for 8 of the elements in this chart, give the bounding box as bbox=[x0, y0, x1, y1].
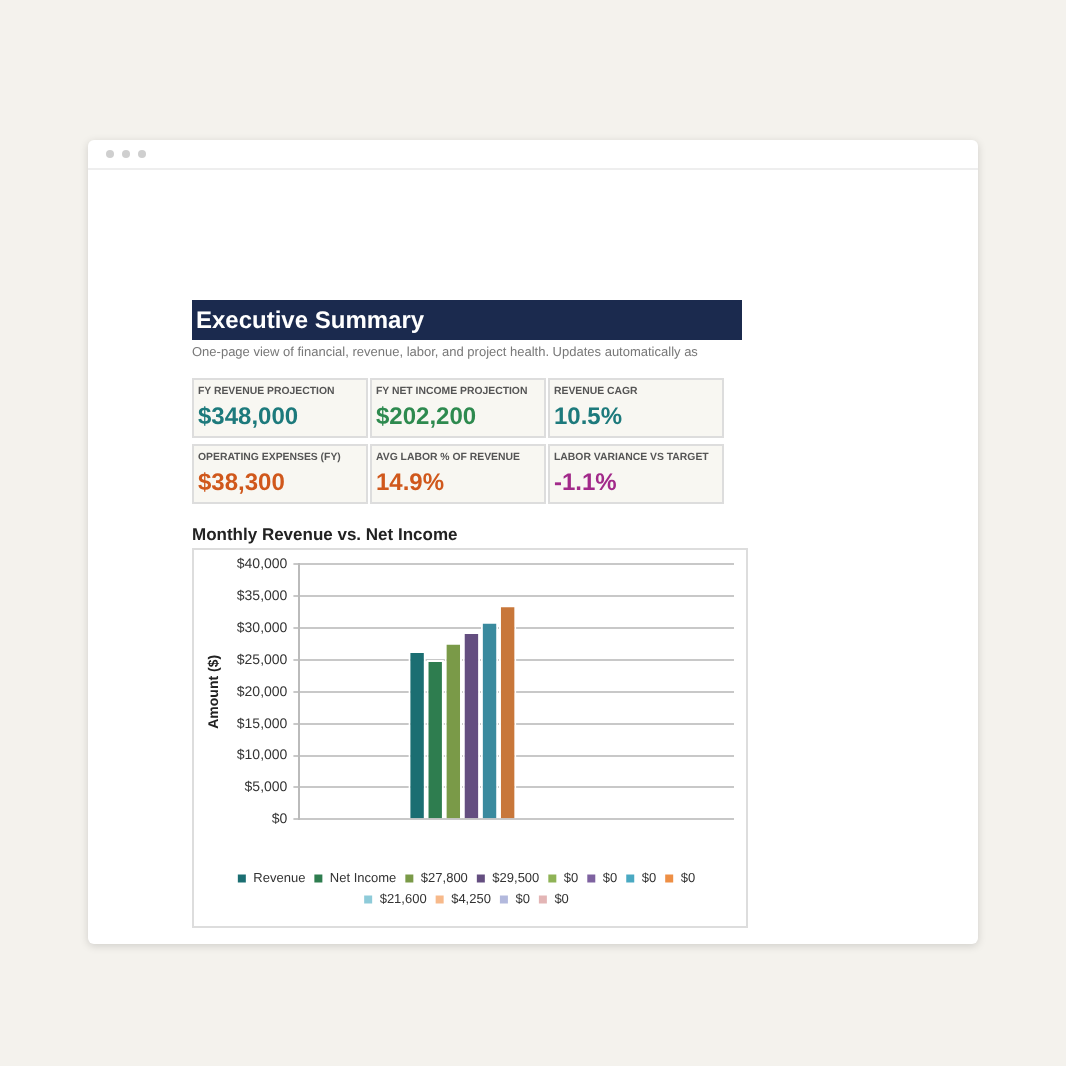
chart-title: Monthly Revenue vs. Net Income bbox=[192, 524, 460, 544]
text: $38,300 bbox=[198, 468, 287, 496]
text: 10.5% bbox=[554, 402, 625, 430]
text: $348,000 bbox=[198, 402, 301, 430]
text: $202,200 bbox=[376, 402, 479, 430]
text: Executive Summary bbox=[192, 300, 742, 340]
text: -1.1% bbox=[554, 468, 619, 496]
text: 14.9% bbox=[376, 468, 447, 496]
